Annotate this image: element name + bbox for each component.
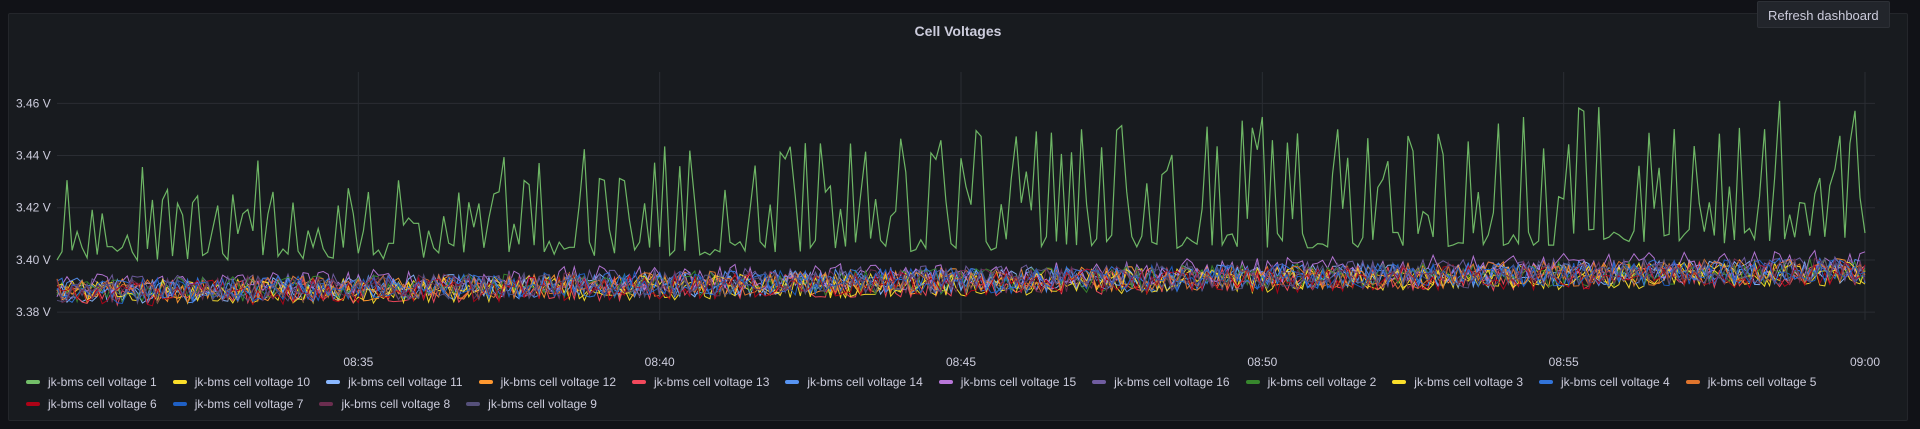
y-tick-label: 3.40 V	[16, 253, 51, 267]
legend-swatch	[1392, 380, 1407, 384]
legend-label: jk-bms cell voltage 5	[1707, 375, 1817, 389]
legend-item[interactable]: jk-bms cell voltage 14	[785, 373, 923, 391]
legend-item[interactable]: jk-bms cell voltage 16	[1092, 373, 1230, 391]
y-tick-label: 3.38 V	[16, 305, 51, 319]
legend-label: jk-bms cell voltage 7	[194, 397, 304, 411]
legend: jk-bms cell voltage 1 jk-bms cell voltage…	[26, 373, 1906, 413]
legend-swatch	[326, 380, 341, 384]
legend-swatch	[938, 380, 953, 384]
legend-swatch	[466, 402, 481, 406]
panel-title: Cell Voltages	[914, 23, 1002, 39]
x-tick-label: 08:40	[645, 355, 675, 369]
legend-label: jk-bms cell voltage 16	[1114, 375, 1230, 389]
legend-item[interactable]: jk-bms cell voltage 2	[1245, 373, 1377, 391]
series-line-jk-bms-cell-voltage-7	[56, 258, 1866, 305]
legend-label: jk-bms cell voltage 15	[960, 375, 1077, 389]
legend-swatch	[26, 402, 40, 406]
legend-swatch	[172, 402, 187, 406]
legend-swatch	[319, 402, 334, 406]
legend-swatch	[632, 380, 646, 384]
series-line-jk-bms-cell-voltage-13	[56, 259, 1866, 307]
legend-swatch	[1092, 380, 1107, 384]
x-tick-label: 08:50	[1247, 355, 1277, 369]
legend-item[interactable]: jk-bms cell voltage 10	[172, 373, 311, 391]
legend-label: jk-bms cell voltage 8	[341, 397, 451, 411]
legend-label: jk-bms cell voltage 1	[48, 375, 157, 389]
legend-label: jk-bms cell voltage 6	[48, 397, 157, 411]
legend-swatch	[1245, 380, 1260, 384]
legend-label: jk-bms cell voltage 13	[654, 375, 770, 389]
x-axis: 08:35 08:40 08:45 08:50 08:55 09:00	[343, 355, 1880, 369]
legend-swatch	[1685, 380, 1700, 384]
y-tick-label: 3.42 V	[16, 201, 51, 215]
legend-item[interactable]: jk-bms cell voltage 13	[632, 373, 769, 391]
legend-swatch	[478, 380, 493, 384]
x-tick-label: 08:35	[343, 355, 373, 369]
legend-swatch	[1539, 380, 1553, 384]
legend-item[interactable]: jk-bms cell voltage 1	[26, 373, 157, 391]
x-tick-label: 08:55	[1549, 355, 1579, 369]
legend-label: jk-bms cell voltage 4	[1561, 375, 1670, 389]
legend-swatch	[785, 380, 800, 384]
legend-label: jk-bms cell voltage 12	[500, 375, 616, 389]
legend-item[interactable]: jk-bms cell voltage 12	[478, 373, 616, 391]
legend-item[interactable]: jk-bms cell voltage 4	[1539, 373, 1670, 391]
series-lines	[56, 100, 1866, 307]
legend-label: jk-bms cell voltage 11	[348, 375, 463, 389]
legend-swatch	[26, 380, 40, 384]
legend-item[interactable]: jk-bms cell voltage 5	[1685, 373, 1817, 391]
legend-item[interactable]: jk-bms cell voltage 3	[1392, 373, 1523, 391]
legend-item[interactable]: jk-bms cell voltage 7	[172, 395, 304, 413]
refresh-dashboard-button[interactable]: Refresh dashboard	[1757, 1, 1890, 28]
x-tick-label: 09:00	[1850, 355, 1880, 369]
legend-label: jk-bms cell voltage 9	[488, 397, 597, 411]
legend-label: jk-bms cell voltage 2	[1267, 375, 1377, 389]
legend-label: jk-bms cell voltage 10	[194, 375, 311, 389]
legend-item[interactable]: jk-bms cell voltage 9	[466, 395, 597, 413]
legend-label: jk-bms cell voltage 3	[1414, 375, 1523, 389]
x-tick-label: 08:45	[946, 355, 976, 369]
y-tick-label: 3.44 V	[16, 149, 51, 163]
legend-item[interactable]: jk-bms cell voltage 15	[938, 373, 1077, 391]
legend-item[interactable]: jk-bms cell voltage 11	[326, 373, 463, 391]
legend-label: jk-bms cell voltage 14	[807, 375, 923, 389]
series-line-jk-bms-cell-voltage-9	[56, 257, 1866, 306]
y-axis: 3.38 V 3.40 V 3.42 V 3.44 V 3.46 V	[16, 96, 51, 319]
series-line-jk-bms-cell-voltage-8	[56, 257, 1866, 304]
y-tick-label: 3.46 V	[16, 96, 51, 110]
legend-item[interactable]: jk-bms cell voltage 8	[319, 395, 450, 413]
legend-item[interactable]: jk-bms cell voltage 6	[26, 395, 157, 413]
series-line-jk-bms-cell-voltage-1	[56, 100, 1866, 263]
legend-swatch	[172, 380, 187, 384]
